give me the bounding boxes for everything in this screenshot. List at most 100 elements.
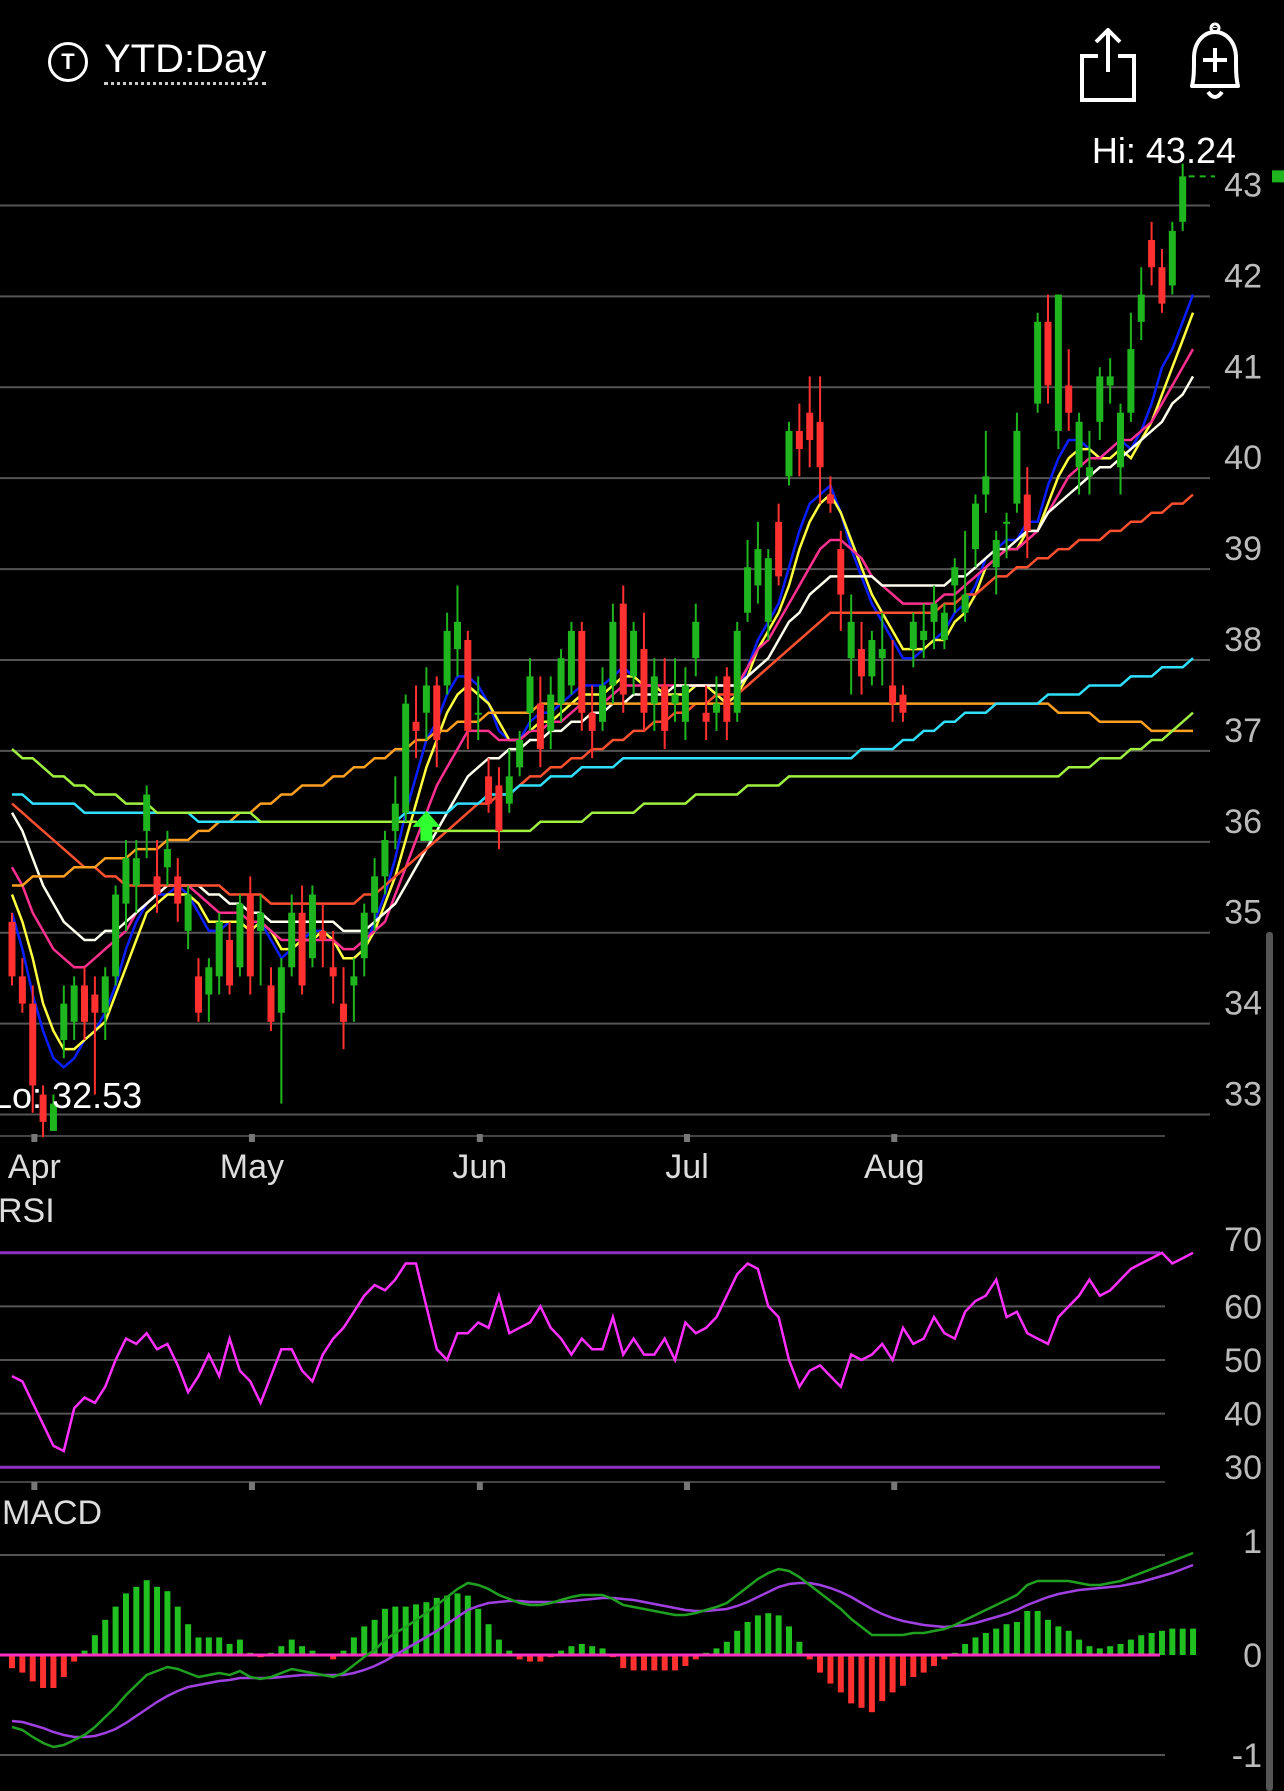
macd-histogram-bar [589,1646,596,1655]
macd-histogram-bar [858,1655,865,1708]
candle-body [547,694,555,731]
macd-histogram-bar [216,1637,223,1655]
candle-body [101,976,109,1013]
candle-body [1179,176,1187,222]
candle-body [951,567,959,586]
candle-body [8,921,16,977]
macd-histogram-bar [1013,1622,1020,1655]
rsi-date-tick [476,1482,483,1490]
macd-histogram-bar [29,1655,36,1682]
macd-histogram-bar [454,1593,461,1655]
date-tick [248,1134,255,1142]
candle-body [1044,321,1052,386]
candle-body [1054,294,1062,431]
macd-histogram-bar [848,1655,855,1704]
candle-body [702,712,710,722]
share-icon[interactable] [1078,26,1138,104]
rsi-line [11,1251,1194,1453]
candle-body [267,985,275,1022]
macd-histogram-bar [1107,1646,1114,1655]
macd-histogram-bar [1158,1630,1165,1655]
price-tick-label: 38 [1224,621,1262,659]
price-axis: 33 34 35 36 37 38 39 40 41 42 43 [1224,166,1262,1113]
alert-bell-icon[interactable] [1182,22,1248,104]
candlesticks [8,163,1284,1138]
macd-histogram-bar [9,1655,15,1669]
candle-body [246,894,254,977]
macd-histogram-bar [1055,1626,1062,1655]
macd-title: MACD [2,1494,102,1532]
macd-tick-label: 1 [1243,1523,1262,1561]
macd-histogram-bar [1117,1644,1124,1655]
macd-histogram-bar [50,1655,57,1688]
macd-histogram-bar [931,1655,938,1666]
candle-body [899,694,907,713]
macd-histogram-bar [392,1606,399,1655]
candle-body [29,1003,37,1086]
candle-body [236,903,244,968]
rsi-tick-label: 50 [1224,1342,1262,1380]
candle-body [443,630,451,686]
macd-histogram-bar [174,1606,181,1655]
macd-histogram-bar [775,1615,782,1655]
price-tick-label: 42 [1224,257,1262,295]
candle-body [433,685,441,740]
date-tick-label: Aug [864,1148,925,1186]
candle-body [526,676,534,713]
candle-body [194,976,202,1013]
macd-histogram-bar [102,1619,109,1655]
scrollbar[interactable] [1266,932,1273,1791]
candle-body [744,567,752,613]
macd-histogram-bar [278,1646,285,1655]
candle-body [940,612,948,640]
candle-body [153,876,161,895]
candle-body [795,430,803,450]
candle-body [1117,412,1125,468]
macd-histogram-bar [837,1655,844,1693]
macd-histogram-bar [340,1650,347,1655]
macd-histogram-bar [527,1655,533,1662]
macd-histogram-bar [402,1606,409,1655]
candle-body [909,621,917,650]
rsi-tick-label: 70 [1224,1221,1262,1259]
candle-body [132,858,140,886]
candle-body [81,985,89,1022]
candle-body [868,640,876,677]
macd-histogram-bar [765,1613,772,1655]
macd-histogram-bar [433,1597,440,1655]
macd-histogram-bar [558,1650,565,1655]
candle-body [412,721,420,731]
macd-histogram-bar [1003,1624,1010,1655]
last-price-tag [1272,170,1284,183]
price-tick-label: 43 [1224,166,1262,204]
candle-body [982,476,990,495]
candle-body [49,1103,57,1131]
buy-signal-arrow-icon [412,810,441,841]
candle-body [360,912,368,959]
macd-histogram-bar [723,1641,730,1655]
macd-histogram-bar [195,1637,202,1655]
macd-histogram-bar [154,1586,161,1655]
candle-body [640,649,648,713]
candle-body [816,421,824,468]
price-tick-label: 34 [1224,985,1262,1023]
symbol-icon[interactable]: T [48,42,88,82]
candle-body [257,912,265,931]
candle-body [889,685,897,704]
candle-body [754,549,762,586]
macd-histogram-bar [672,1655,679,1671]
candle-body [1096,376,1104,422]
candle-body [402,703,410,813]
candle-body [578,630,586,713]
candle-body [1148,240,1156,268]
macd-histogram-bar [630,1655,637,1671]
timeframe-selector[interactable]: YTD:Day [104,36,267,85]
macd-histogram-bar [71,1655,78,1662]
macd-histogram-bar [236,1639,243,1655]
candle-body [474,712,482,715]
macd-histogram-bar [962,1644,969,1655]
macd-histogram-bar [205,1637,212,1655]
candle-body [495,785,503,831]
candle-body [806,412,814,440]
